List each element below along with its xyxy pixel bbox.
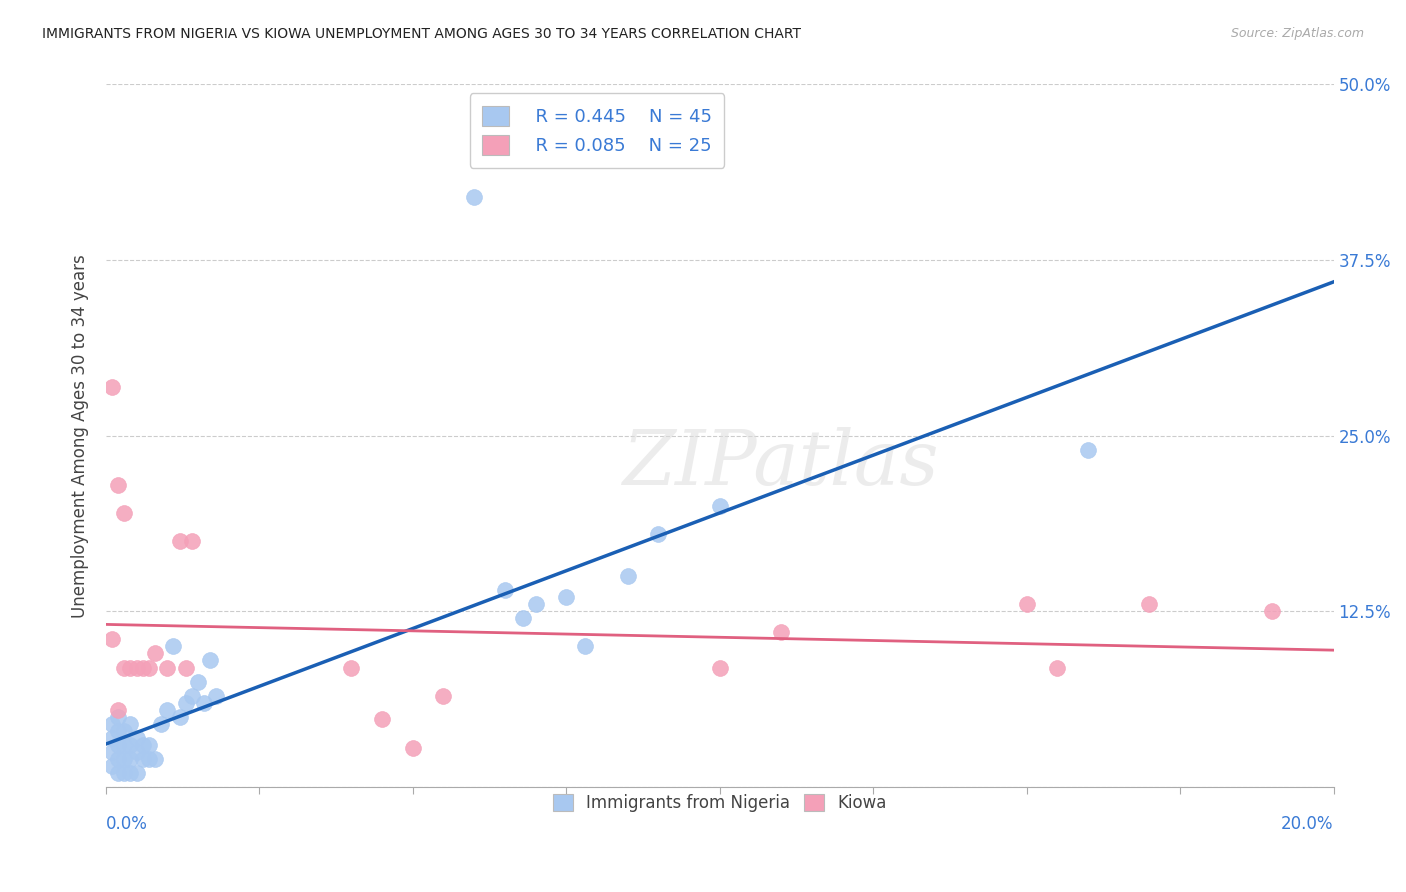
Point <box>120 738 142 752</box>
Point <box>156 703 179 717</box>
Point <box>112 723 135 738</box>
Point <box>138 660 160 674</box>
Point <box>107 738 129 752</box>
Point <box>120 765 142 780</box>
Point <box>340 660 363 674</box>
Point <box>180 534 202 549</box>
Point <box>770 625 793 640</box>
Point <box>169 534 191 549</box>
Point <box>205 689 228 703</box>
Point <box>143 647 166 661</box>
Point <box>101 731 124 745</box>
Point <box>432 689 454 703</box>
Point <box>112 752 135 766</box>
Point <box>125 765 148 780</box>
Point <box>647 527 669 541</box>
Point <box>101 759 124 773</box>
Point <box>524 597 547 611</box>
Point <box>1046 660 1069 674</box>
Point <box>494 583 516 598</box>
Point <box>107 709 129 723</box>
Point <box>371 713 394 727</box>
Point <box>107 723 129 738</box>
Point <box>187 674 209 689</box>
Text: 0.0%: 0.0% <box>105 815 148 833</box>
Point <box>125 745 148 759</box>
Point <box>180 689 202 703</box>
Point <box>574 640 596 654</box>
Legend: Immigrants from Nigeria, Kiowa: Immigrants from Nigeria, Kiowa <box>544 786 894 821</box>
Point <box>132 738 155 752</box>
Point <box>143 752 166 766</box>
Point <box>112 738 135 752</box>
Point <box>1015 597 1038 611</box>
Point <box>174 696 197 710</box>
Point <box>1261 604 1284 618</box>
Point <box>138 752 160 766</box>
Point <box>107 765 129 780</box>
Point <box>101 379 124 393</box>
Text: ZIPatlas: ZIPatlas <box>623 426 939 500</box>
Point <box>1137 597 1160 611</box>
Point <box>402 740 425 755</box>
Point <box>107 478 129 492</box>
Point <box>112 765 135 780</box>
Point <box>101 745 124 759</box>
Point <box>138 738 160 752</box>
Text: IMMIGRANTS FROM NIGERIA VS KIOWA UNEMPLOYMENT AMONG AGES 30 TO 34 YEARS CORRELAT: IMMIGRANTS FROM NIGERIA VS KIOWA UNEMPLO… <box>42 27 801 41</box>
Point <box>107 752 129 766</box>
Point <box>709 660 731 674</box>
Point <box>107 703 129 717</box>
Point <box>200 653 222 667</box>
Point <box>150 716 173 731</box>
Point <box>463 190 485 204</box>
Point <box>132 660 155 674</box>
Point <box>162 640 184 654</box>
Point <box>120 752 142 766</box>
Point <box>112 660 135 674</box>
Point <box>174 660 197 674</box>
Point <box>156 660 179 674</box>
Point <box>616 569 638 583</box>
Point <box>555 591 578 605</box>
Y-axis label: Unemployment Among Ages 30 to 34 years: Unemployment Among Ages 30 to 34 years <box>72 254 89 617</box>
Point <box>132 752 155 766</box>
Point <box>120 716 142 731</box>
Point <box>125 660 148 674</box>
Point <box>101 632 124 647</box>
Point <box>120 660 142 674</box>
Point <box>169 709 191 723</box>
Point <box>193 696 215 710</box>
Point <box>709 499 731 513</box>
Text: Source: ZipAtlas.com: Source: ZipAtlas.com <box>1230 27 1364 40</box>
Point <box>125 731 148 745</box>
Point <box>512 611 534 625</box>
Text: 20.0%: 20.0% <box>1281 815 1333 833</box>
Point <box>112 506 135 520</box>
Point <box>1077 442 1099 457</box>
Point <box>101 716 124 731</box>
